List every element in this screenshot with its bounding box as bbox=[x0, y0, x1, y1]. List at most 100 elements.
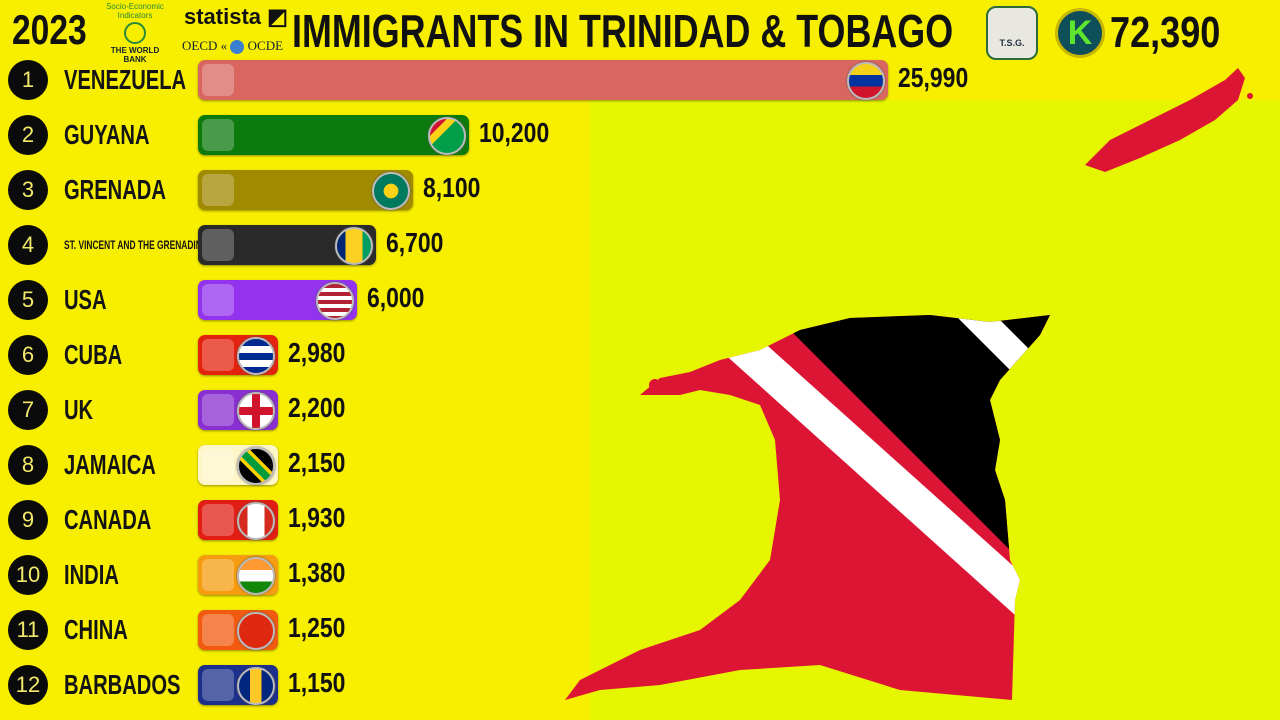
value-label: 10,200 bbox=[478, 117, 550, 148]
coat-of-arms-icon bbox=[202, 614, 234, 646]
india-flag-icon bbox=[237, 557, 275, 595]
statista-logo: statista ◩ bbox=[184, 4, 288, 29]
canada-flag-icon bbox=[237, 502, 275, 540]
coat-of-arms-icon bbox=[202, 119, 234, 151]
bar-row: 7 UK 2,200 bbox=[0, 388, 1000, 432]
bar-row: 4 ST. VINCENT AND THE GRENADINES 6,700 bbox=[0, 223, 1000, 267]
value-label: 6,700 bbox=[385, 227, 444, 258]
uk-flag-icon bbox=[237, 392, 275, 430]
tobago-island bbox=[1085, 68, 1245, 172]
rank-badge: 1 bbox=[8, 60, 48, 100]
oecd-logo: OECD « OCDE bbox=[182, 38, 284, 55]
coat-of-arms-icon bbox=[202, 229, 234, 261]
rank-badge: 10 bbox=[8, 555, 48, 595]
value-label: 6,000 bbox=[367, 282, 425, 313]
guyana-flag-icon bbox=[427, 117, 466, 155]
country-label: CANADA bbox=[64, 504, 152, 535]
bar bbox=[198, 225, 376, 265]
bar-row: 8 JAMAICA 2,150 bbox=[0, 443, 1000, 487]
k-channel-logo: K bbox=[1055, 8, 1105, 58]
bar bbox=[198, 60, 888, 100]
rank-badge: 2 bbox=[8, 115, 48, 155]
coat-of-arms-icon bbox=[202, 339, 234, 371]
bar bbox=[198, 500, 278, 540]
coat-of-arms-icon bbox=[202, 284, 234, 316]
country-label: BARBADOS bbox=[64, 669, 181, 700]
globe-icon bbox=[124, 22, 146, 44]
bar bbox=[198, 390, 278, 430]
grenada-flag-icon bbox=[372, 172, 411, 210]
bar bbox=[198, 335, 278, 375]
value-label: 2,980 bbox=[288, 337, 346, 368]
chart-title: IMMIGRANTS IN TRINIDAD & TOBAGO bbox=[292, 5, 954, 57]
world-bank-name: THE WORLD BANK bbox=[110, 46, 160, 64]
bar bbox=[198, 115, 469, 155]
country-label: CUBA bbox=[64, 339, 123, 370]
jamaica-flag-icon bbox=[237, 447, 275, 485]
cuba-flag-icon bbox=[237, 337, 275, 375]
coat-of-arms-icon bbox=[202, 64, 234, 96]
total-value: 72,390 bbox=[1110, 8, 1221, 57]
coat-of-arms-icon bbox=[202, 559, 234, 591]
country-label: ST. VINCENT AND THE GRENADINES bbox=[64, 238, 214, 252]
bar bbox=[198, 665, 278, 705]
usa-flag-icon bbox=[316, 282, 355, 320]
country-label: UK bbox=[64, 394, 94, 425]
ocde-text: OCDE bbox=[247, 38, 284, 53]
rank-badge: 9 bbox=[8, 500, 48, 540]
country-label: VENEZUELA bbox=[64, 64, 187, 95]
venezuela-flag-icon bbox=[847, 62, 885, 100]
rank-badge: 6 bbox=[8, 335, 48, 375]
bar-row: 12 BARBADOS 1,150 bbox=[0, 663, 1000, 707]
barbados-flag-icon bbox=[237, 667, 275, 705]
value-label: 2,150 bbox=[288, 447, 346, 478]
bar-row: 3 GRENADA 8,100 bbox=[0, 168, 1000, 212]
value-label: 1,150 bbox=[288, 667, 346, 698]
rank-badge: 5 bbox=[8, 280, 48, 320]
value-label: 1,930 bbox=[288, 502, 346, 533]
bar-row: 5 USA 6,000 bbox=[0, 278, 1000, 322]
china-flag-icon bbox=[237, 612, 275, 650]
bar-row: 6 CUBA 2,980 bbox=[0, 333, 1000, 377]
bar bbox=[198, 170, 414, 210]
country-label: CHINA bbox=[64, 614, 128, 645]
rank-badge: 11 bbox=[8, 610, 48, 650]
country-label: USA bbox=[64, 284, 107, 315]
bar-row: 10 INDIA 1,380 bbox=[0, 553, 1000, 597]
value-label: 1,250 bbox=[288, 612, 346, 643]
bar bbox=[198, 610, 278, 650]
rank-badge: 7 bbox=[8, 390, 48, 430]
coat-of-arms-icon bbox=[202, 449, 234, 481]
rank-badge: 12 bbox=[8, 665, 48, 705]
world-bank-subtitle: Socio-Economic Indicators bbox=[106, 2, 164, 20]
bar-row: 2 GUYANA 10,200 bbox=[0, 113, 1000, 157]
oecd-text: OECD bbox=[182, 38, 218, 53]
bar bbox=[198, 280, 358, 320]
statista-text: statista bbox=[184, 4, 262, 29]
value-label: 1,380 bbox=[288, 557, 346, 588]
tsg-badge: T.S.G. bbox=[986, 6, 1038, 60]
year-label: 2023 bbox=[12, 6, 87, 53]
value-label: 2,200 bbox=[288, 392, 346, 423]
bar-row: 9 CANADA 1,930 bbox=[0, 498, 1000, 542]
value-label: 8,100 bbox=[423, 172, 481, 203]
rank-badge: 3 bbox=[8, 170, 48, 210]
bar-row: 11 CHINA 1,250 bbox=[0, 608, 1000, 652]
rank-badge: 8 bbox=[8, 445, 48, 485]
coat-of-arms-icon bbox=[202, 394, 234, 426]
saint-vincent-flag-icon bbox=[334, 227, 373, 265]
coat-of-arms-icon bbox=[202, 669, 234, 701]
country-label: JAMAICA bbox=[64, 449, 156, 480]
value-label: 25,990 bbox=[898, 62, 969, 93]
country-label: GUYANA bbox=[64, 119, 150, 150]
country-label: INDIA bbox=[64, 559, 119, 590]
coat-of-arms-icon bbox=[202, 174, 234, 206]
bar bbox=[198, 555, 278, 595]
bar-row: 1 VENEZUELA 25,990 bbox=[0, 58, 1000, 102]
rank-badge: 4 bbox=[8, 225, 48, 265]
world-bank-logo: Socio-Economic Indicators THE WORLD BANK bbox=[100, 2, 170, 64]
bar bbox=[198, 445, 278, 485]
coat-of-arms-icon bbox=[202, 504, 234, 536]
country-label: GRENADA bbox=[64, 174, 166, 205]
